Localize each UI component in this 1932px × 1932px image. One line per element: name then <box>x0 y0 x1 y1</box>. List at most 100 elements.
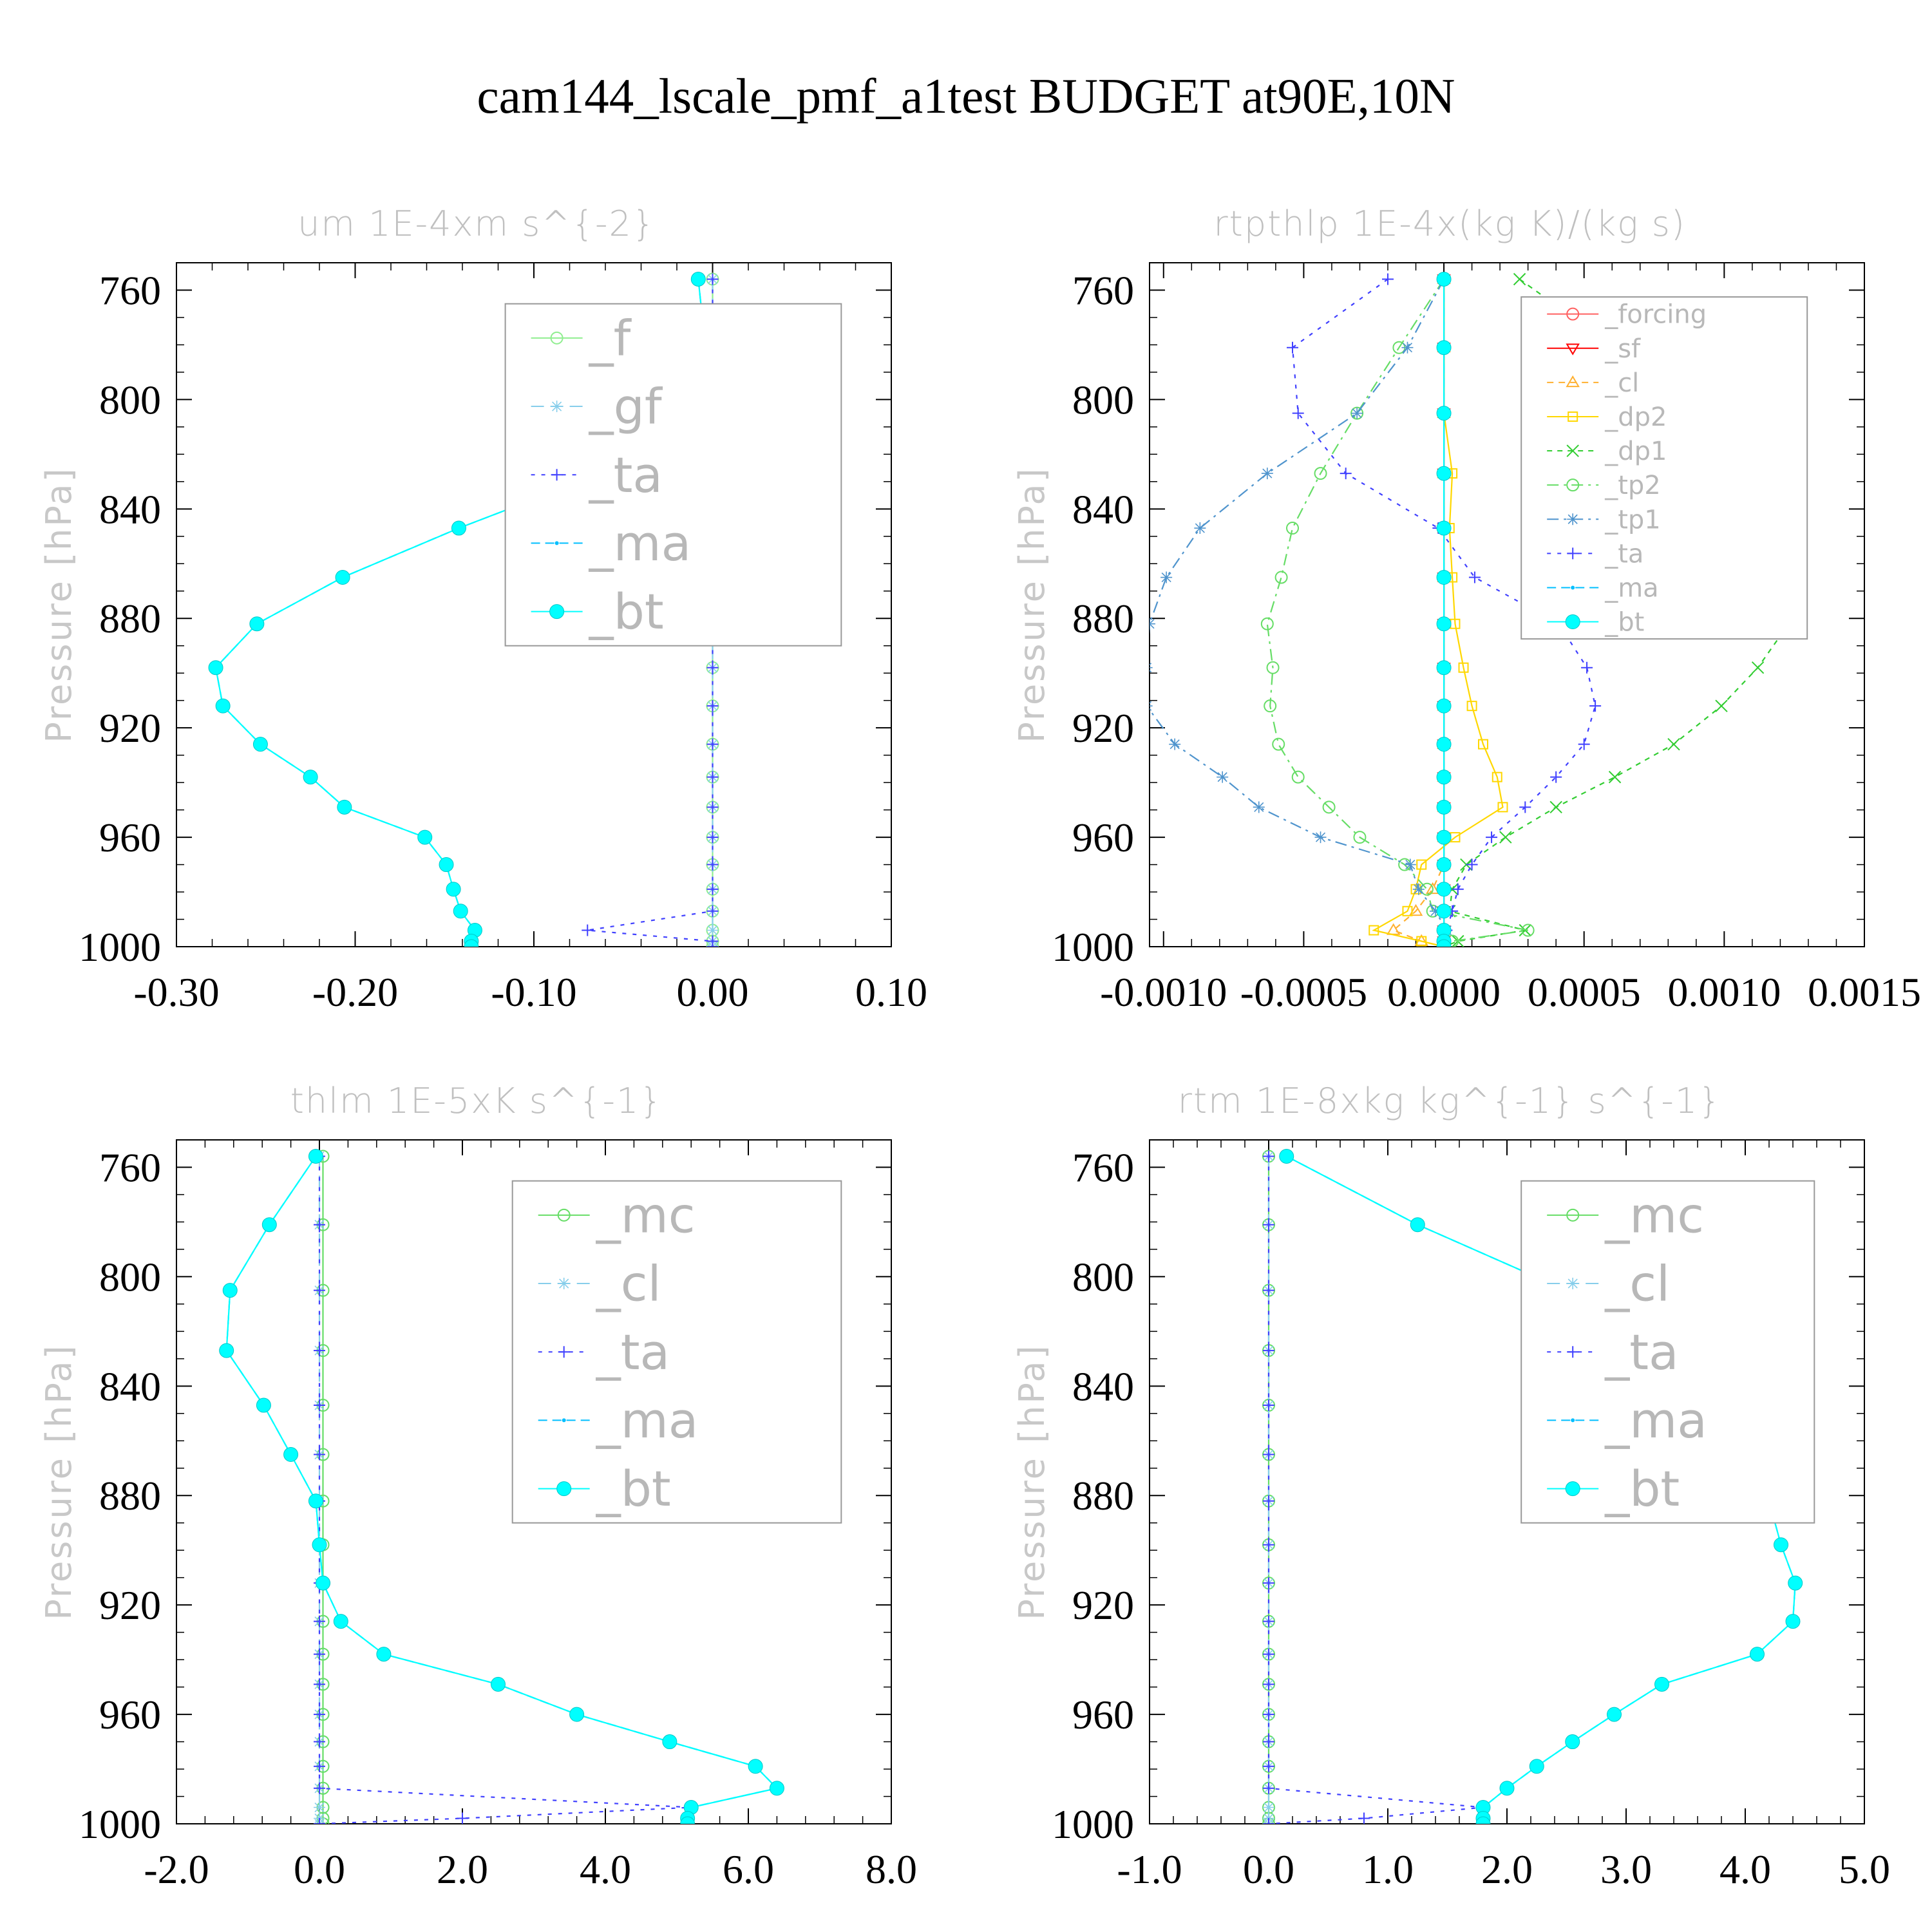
data-point-bt <box>451 520 466 536</box>
y-tick-label: 880 <box>1072 596 1134 641</box>
x-tick-label: -0.0005 <box>1240 969 1367 1015</box>
x-tick-label: 4.0 <box>1719 1846 1771 1892</box>
x-tick-label: 6.0 <box>723 1846 774 1892</box>
legend-label: _tp2 <box>1604 471 1661 500</box>
data-point-bt <box>1788 1575 1803 1591</box>
data-point-ta <box>1550 771 1562 783</box>
x-tick-label: 0.0010 <box>1667 969 1781 1015</box>
data-point-tp2 <box>1521 923 1535 937</box>
data-point-ta <box>314 1648 325 1660</box>
data-point-dp1 <box>1608 770 1622 784</box>
data-point-ta <box>1466 858 1478 871</box>
y-tick-label: 920 <box>99 1582 161 1628</box>
legend-label: _bt <box>1604 608 1644 638</box>
data-point-tp1 <box>1217 771 1229 783</box>
data-point-bt <box>1436 737 1452 752</box>
data-point-ta <box>706 858 719 871</box>
data-point-ta <box>706 700 719 712</box>
data-point-dp2 <box>1416 859 1427 870</box>
data-point-ta <box>1263 1539 1274 1551</box>
data-point-tp2 <box>1274 571 1288 584</box>
x-tick-label: 4.0 <box>580 1846 631 1892</box>
legend-label: _cl <box>1604 368 1639 398</box>
legend-label: _cl <box>596 1255 661 1312</box>
legend-label: _bt <box>596 1460 671 1517</box>
data-point-ta <box>706 905 719 917</box>
data-point-ta <box>314 1709 325 1721</box>
panel-title: rtpthlp 1E-4x(kg K)/(kg s) <box>1213 204 1685 244</box>
legend-label: _mc <box>596 1186 696 1244</box>
data-point-ta <box>1292 407 1304 419</box>
data-point-dp2 <box>1368 925 1379 936</box>
legend-marker <box>558 1278 570 1290</box>
data-point-ta <box>1263 1345 1274 1357</box>
data-point-bt <box>333 1614 348 1629</box>
data-point-bt <box>312 1537 327 1553</box>
legend-marker <box>562 1418 566 1423</box>
y-tick-label: 760 <box>99 267 161 313</box>
legend-marker <box>1567 1346 1579 1358</box>
x-tick-label: -0.10 <box>491 969 576 1015</box>
data-point-ta <box>1589 700 1602 712</box>
x-tick-label: 0.00 <box>677 969 749 1015</box>
data-point-bt <box>1436 271 1452 287</box>
series-group <box>219 1148 784 1824</box>
data-point-bt <box>1750 1647 1765 1662</box>
data-point-tp2 <box>1272 737 1285 751</box>
data-point-tp2 <box>1264 699 1277 713</box>
data-point-ta <box>1263 1577 1274 1589</box>
data-point-dp1 <box>1667 737 1680 751</box>
data-point-tp1 <box>1160 571 1173 583</box>
data-point-dp2 <box>1497 802 1508 813</box>
legend-marker <box>1565 614 1580 630</box>
data-point-bt <box>316 1575 331 1591</box>
data-point-bt <box>1436 520 1452 536</box>
series-line-cl <box>1392 279 1445 947</box>
data-point-bt <box>1785 1614 1801 1629</box>
chart-panel-1: um 1E-4xm s^{-2} Pressure [hPa] -0.30 -0.20… <box>39 204 927 1015</box>
y-tick-label: 880 <box>99 596 161 641</box>
data-point-bt <box>1499 1781 1515 1796</box>
data-point-ta <box>1263 1818 1274 1824</box>
data-point-cl <box>1263 1801 1274 1814</box>
x-tick-label: 8.0 <box>866 1846 917 1892</box>
y-axis-title: Pressure [hPa] <box>39 466 79 743</box>
data-point-bt <box>1279 1148 1294 1164</box>
y-tick-label: 920 <box>1072 705 1134 751</box>
data-point-bt <box>1436 616 1452 632</box>
legend-label: _ma <box>1604 1392 1707 1449</box>
legend-label: _cl <box>1604 1255 1670 1312</box>
data-point-tp2 <box>1291 770 1305 784</box>
y-tick-label: 1000 <box>1052 1801 1134 1847</box>
y-tick-label: 960 <box>99 1692 161 1738</box>
data-point-bt <box>1436 882 1452 897</box>
panels: um 1E-4xm s^{-2} Pressure [hPa] -0.30 -0.20… <box>39 204 1921 1892</box>
legend-marker <box>1567 547 1579 560</box>
x-tick-label: -0.0010 <box>1100 969 1227 1015</box>
y-tick-label: 800 <box>1072 1254 1134 1300</box>
data-point-bt <box>453 904 468 919</box>
data-point-tp1 <box>1404 858 1416 871</box>
data-point-bt <box>308 1493 323 1509</box>
legend-marker <box>556 1481 572 1497</box>
data-point-cl <box>1425 882 1440 895</box>
series-group <box>1150 271 1806 947</box>
data-point-bt <box>748 1759 763 1774</box>
data-point-bt <box>219 1343 234 1358</box>
data-point-bt <box>376 1647 392 1662</box>
legend-label: _ma <box>589 515 692 572</box>
data-point-tp2 <box>1260 617 1274 630</box>
data-point-ta <box>1263 1615 1274 1627</box>
legend-label: _ma <box>1604 573 1658 603</box>
data-point-bt <box>1436 466 1452 481</box>
legend-marker <box>550 331 564 345</box>
data-point-bt <box>1436 770 1452 785</box>
data-point-ta <box>314 1448 325 1461</box>
panel-title: um 1E-4xm s^{-2} <box>298 204 656 244</box>
legend-label: _dp1 <box>1604 437 1667 466</box>
y-tick-label: 760 <box>1072 1144 1134 1190</box>
data-point-bt <box>1436 340 1452 355</box>
data-point-ta <box>314 1218 325 1231</box>
data-point-tp2 <box>1322 800 1336 814</box>
legend: _forcing _sf _cl _dp2 _dp1 _tp2 _tp1 _ta _ma _bt <box>1520 296 1808 640</box>
